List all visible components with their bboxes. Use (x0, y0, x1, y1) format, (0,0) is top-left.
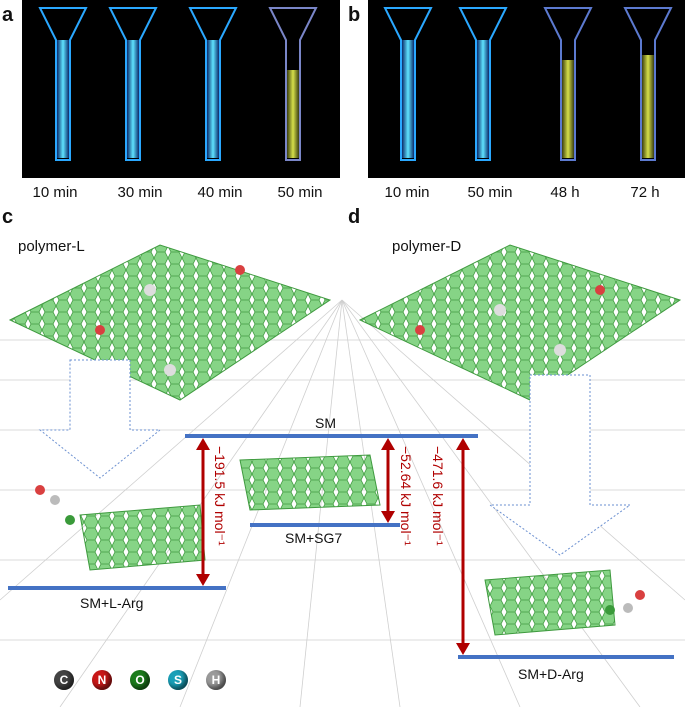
legend-sulfur: S (168, 670, 188, 690)
complex-l-arg-sheet (35, 485, 206, 571)
cuvette-b1 (383, 7, 433, 161)
polymer-D-sheet (358, 244, 682, 401)
arrow-l-arg-energy (196, 438, 210, 586)
arrow-sg7-energy (381, 438, 395, 523)
time-label-b2: 50 min (467, 184, 513, 201)
time-label-a3: 40 min (197, 184, 243, 201)
polymer-d-label: polymer-D (392, 238, 462, 255)
cuvette-a2 (108, 7, 158, 161)
cuvette-b3 (543, 7, 593, 161)
label-sm-sg7: SM+SG7 (285, 530, 343, 546)
label-sm: SM (315, 415, 336, 431)
time-label-a1: 10 min (32, 184, 78, 201)
time-label-b4: 72 h (630, 184, 660, 201)
legend-oxygen: O (130, 670, 150, 690)
cuvette-b4 (623, 7, 673, 161)
cuvette-a4 (268, 7, 318, 161)
panel-letter-d: d (348, 206, 361, 228)
energy-label-d-arg: −471.6 kJ mol⁻¹ (430, 446, 446, 546)
panel-letter-c: c (2, 206, 14, 228)
panel-letter-b: b (348, 4, 361, 26)
label-sm-d-arg: SM+D-Arg (518, 666, 584, 682)
time-label-b1: 10 min (384, 184, 430, 201)
energy-label-sg7: −52.64 kJ mol⁻¹ (398, 446, 414, 546)
cuvette-b2 (458, 7, 508, 161)
energy-label-l-arg: −191.5 kJ mol⁻¹ (212, 446, 228, 546)
legend-carbon: C (54, 670, 74, 690)
cuvettes-a (38, 7, 318, 161)
arrow-l-down (38, 359, 162, 479)
panel-letter-a: a (2, 4, 14, 26)
cuvettes-b (383, 7, 673, 161)
energy-levels (8, 434, 674, 659)
complex-d-arg-sheet (484, 569, 645, 636)
energy-arrows (196, 438, 470, 655)
time-label-b3: 48 h (550, 184, 580, 201)
arrow-d-down (488, 374, 632, 556)
cuvette-a1 (38, 7, 88, 161)
complex-sm-sg7-sheet (239, 454, 381, 511)
time-label-a2: 30 min (117, 184, 163, 201)
polymer-L-sheet (8, 244, 332, 401)
legend-hydrogen: H (206, 670, 226, 690)
label-sm-l-arg: SM+L-Arg (80, 595, 144, 611)
polymer-l-label: polymer-L (18, 238, 85, 255)
legend-nitrogen: N (92, 670, 112, 690)
time-label-a4: 50 min (277, 184, 323, 201)
cuvette-a3 (188, 7, 238, 161)
arrow-d-arg-energy (456, 438, 470, 655)
